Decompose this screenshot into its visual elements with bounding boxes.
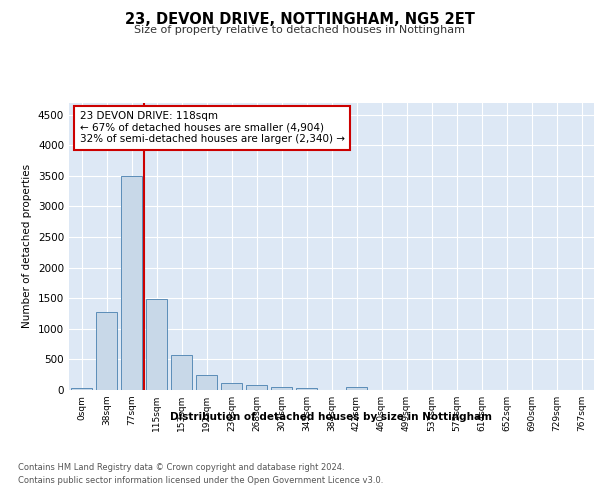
Bar bbox=[171, 355, 192, 390]
Bar bbox=[96, 312, 117, 390]
Bar bbox=[246, 385, 267, 390]
Bar bbox=[146, 300, 167, 390]
Bar bbox=[221, 383, 242, 390]
Text: 23 DEVON DRIVE: 118sqm
← 67% of detached houses are smaller (4,904)
32% of semi-: 23 DEVON DRIVE: 118sqm ← 67% of detached… bbox=[79, 111, 344, 144]
Bar bbox=[71, 388, 92, 390]
Text: 23, DEVON DRIVE, NOTTINGHAM, NG5 2ET: 23, DEVON DRIVE, NOTTINGHAM, NG5 2ET bbox=[125, 12, 475, 28]
Bar bbox=[121, 176, 142, 390]
Bar bbox=[271, 386, 292, 390]
Text: Contains HM Land Registry data © Crown copyright and database right 2024.: Contains HM Land Registry data © Crown c… bbox=[18, 462, 344, 471]
Text: Contains public sector information licensed under the Open Government Licence v3: Contains public sector information licen… bbox=[18, 476, 383, 485]
Text: Distribution of detached houses by size in Nottingham: Distribution of detached houses by size … bbox=[170, 412, 493, 422]
Bar bbox=[346, 386, 367, 390]
Y-axis label: Number of detached properties: Number of detached properties bbox=[22, 164, 32, 328]
Text: Size of property relative to detached houses in Nottingham: Size of property relative to detached ho… bbox=[134, 25, 466, 35]
Bar bbox=[196, 376, 217, 390]
Bar bbox=[296, 388, 317, 390]
